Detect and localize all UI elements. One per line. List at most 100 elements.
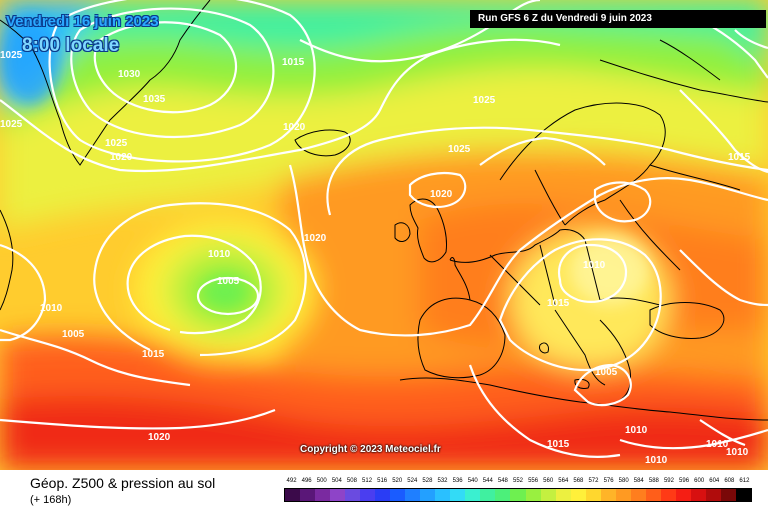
color-scale-label: 564 [558, 478, 569, 484]
pressure-label: 1015 [728, 152, 751, 163]
pressure-label: 1015 [142, 349, 165, 360]
color-scale: 492 496 500 504 508 512 516 520 524 528 532 536 540 5… [284, 478, 752, 502]
color-scale-swatch [435, 489, 451, 501]
pressure-label: 1020 [283, 122, 306, 133]
color-scale-label: 612 [739, 478, 750, 484]
color-scale-swatch [645, 489, 661, 501]
color-scale-swatch [360, 489, 376, 501]
color-scale-label: 604 [709, 478, 720, 484]
pressure-label: 1025 [473, 95, 496, 106]
color-scale-swatch [525, 489, 541, 501]
pressure-label: 1020 [430, 189, 453, 200]
copyright-notice: Copyright © 2023 Meteociel.fr [300, 444, 441, 455]
color-scale-labels: 492 496 500 504 508 512 516 520 524 528 532 536 540 5… [284, 478, 752, 488]
map-canvas: 1025 1030 1035 1015 1025 1020 1025 1020 … [0, 0, 768, 470]
pressure-label: 1030 [118, 69, 141, 80]
color-scale-swatch [480, 489, 496, 501]
color-scale-label: 552 [512, 478, 524, 484]
color-scale-label: 592 [663, 478, 674, 484]
color-scale-label: 528 [422, 478, 433, 484]
color-scale-label: 544 [482, 478, 493, 484]
color-scale-label: 496 [301, 478, 312, 484]
model-run-banner: Run GFS 6 Z du Vendredi 9 juin 2023 [470, 10, 766, 28]
forecast-local-time: 8:00 locale [22, 35, 120, 56]
color-scale-swatch [705, 489, 721, 501]
color-scale-swatch [450, 489, 466, 501]
color-scale-swatch [375, 489, 391, 501]
geopotential-field [0, 0, 768, 470]
color-scale-swatch [660, 489, 676, 501]
color-scale-label: 596 [679, 478, 690, 484]
pressure-label: 1005 [62, 329, 85, 340]
color-scale-label: 588 [648, 478, 659, 484]
color-scale-swatch [735, 489, 751, 501]
coastlines [0, 0, 768, 421]
color-scale-label: 520 [392, 478, 403, 484]
color-scale-label: 568 [573, 478, 584, 484]
color-scale-swatch [570, 489, 586, 501]
pressure-label: 1010 [583, 260, 606, 271]
color-scale-label: 500 [316, 478, 327, 484]
color-scale-label: 532 [437, 478, 448, 484]
color-scale-swatch [315, 489, 331, 501]
color-scale-swatch [390, 489, 406, 501]
color-scale-swatch [510, 489, 526, 501]
pressure-labels: 1025 1030 1035 1015 1025 1020 1025 1020 … [0, 50, 751, 466]
pressure-label: 1005 [217, 276, 240, 287]
legend-title: Géop. Z500 & pression au sol [30, 475, 216, 491]
pressure-label: 1010 [726, 447, 749, 458]
color-scale-label: 540 [467, 478, 478, 484]
color-scale-label: 508 [346, 478, 357, 484]
color-scale-label: 492 [286, 478, 297, 484]
pressure-label: 1025 [0, 119, 23, 130]
isobars [0, 0, 768, 458]
pressure-label: 1015 [282, 57, 305, 68]
legend-subtitle: (+ 168h) [30, 494, 72, 506]
pressure-label: 1010 [40, 303, 63, 314]
pressure-label: 1010 [625, 425, 648, 436]
color-scale-swatch [600, 489, 616, 501]
color-scale-swatch [345, 489, 361, 501]
pressure-label: 1010 [208, 249, 231, 260]
color-scale-swatch [465, 489, 481, 501]
color-scale-label: 516 [377, 478, 388, 484]
pressure-label: 1025 [105, 138, 128, 149]
color-scale-label: 584 [633, 478, 644, 484]
color-scale-swatch [285, 489, 301, 501]
color-scale-bar [284, 488, 752, 502]
color-scale-label: 548 [497, 478, 508, 484]
color-scale-label: 504 [331, 478, 342, 484]
pressure-label: 1010 [706, 439, 729, 450]
pressure-label: 1020 [148, 432, 171, 443]
pressure-label: 1020 [304, 233, 327, 244]
color-scale-label: 512 [362, 478, 373, 484]
legend-footer: Géop. Z500 & pression au sol (+ 168h) 49… [0, 470, 768, 512]
color-scale-label: 608 [724, 478, 735, 484]
pressure-label: 1020 [110, 152, 133, 163]
color-scale-label: 536 [452, 478, 463, 484]
color-scale-swatch [540, 489, 556, 501]
color-scale-swatch [405, 489, 421, 501]
color-scale-label: 560 [543, 478, 554, 484]
color-scale-swatch [630, 489, 646, 501]
color-scale-swatch [495, 489, 511, 501]
color-scale-swatch [615, 489, 631, 501]
pressure-label: 1025 [0, 50, 23, 61]
color-scale-swatch [555, 489, 571, 501]
color-scale-label: 524 [407, 478, 418, 484]
pressure-label: 1005 [595, 367, 618, 378]
pressure-label: 1035 [143, 94, 166, 105]
forecast-date: Vendredi 16 juin 2023 [6, 13, 159, 30]
pressure-label: 1015 [547, 439, 570, 450]
color-scale-swatch [330, 489, 346, 501]
color-scale-swatch [420, 489, 436, 501]
pressure-label: 1010 [645, 455, 668, 466]
color-scale-label: 576 [603, 478, 614, 484]
color-scale-label: 600 [694, 478, 705, 484]
color-scale-swatch [300, 489, 316, 501]
forecast-map: 1025 1030 1035 1015 1025 1020 1025 1020 … [0, 0, 768, 470]
pressure-label: 1025 [448, 144, 471, 155]
color-scale-label: 580 [618, 478, 629, 484]
color-scale-swatch [585, 489, 601, 501]
